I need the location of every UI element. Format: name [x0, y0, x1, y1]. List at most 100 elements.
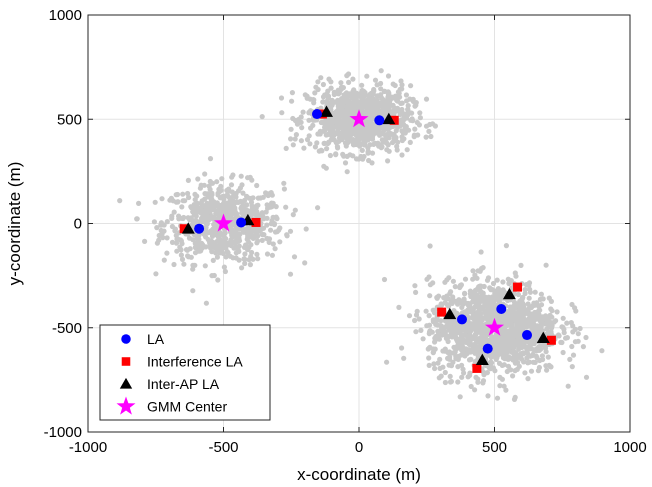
sample-point — [328, 117, 334, 123]
sample-point — [349, 123, 355, 129]
sample-point — [314, 140, 320, 146]
sample-point — [228, 242, 234, 249]
sample-point — [328, 85, 334, 91]
sample-point — [240, 190, 246, 196]
sample-point — [407, 96, 413, 102]
sample-point — [393, 108, 399, 114]
sample-point — [217, 241, 223, 247]
marker-la — [311, 109, 322, 120]
sample-point — [461, 298, 467, 304]
sample-point — [328, 104, 334, 111]
sample-point — [580, 344, 587, 350]
sample-point — [480, 378, 487, 384]
sample-point — [527, 286, 533, 293]
sample-point — [503, 343, 509, 350]
sample-point — [142, 238, 148, 244]
sample-point — [196, 236, 202, 242]
sample-point — [325, 95, 331, 101]
sample-point — [254, 251, 260, 257]
sample-point — [468, 383, 474, 390]
sample-point — [249, 249, 255, 256]
sample-point — [215, 234, 221, 240]
sample-point — [444, 293, 450, 299]
sample-point — [445, 334, 451, 341]
sample-point — [475, 376, 481, 382]
axis-ticks: -1000 -500 0 500 1000 -1000 -500 0 500 1000 — [44, 7, 647, 456]
sample-point — [200, 214, 207, 220]
sample-point — [412, 283, 418, 289]
sample-point — [317, 131, 323, 137]
marker-la — [236, 217, 247, 228]
sample-point — [372, 77, 379, 83]
sample-point — [270, 241, 276, 247]
sample-point — [599, 348, 605, 354]
sample-point — [253, 227, 259, 233]
sample-point — [235, 199, 241, 205]
sample-point — [393, 93, 399, 99]
sample-point — [414, 119, 420, 126]
sample-point — [569, 343, 575, 350]
sample-point — [391, 136, 397, 142]
sample-point — [197, 185, 203, 191]
sample-point — [218, 183, 224, 189]
sample-point — [173, 199, 179, 205]
sample-point — [560, 349, 566, 356]
sample-point — [486, 365, 492, 371]
sample-point — [371, 141, 377, 147]
sample-point — [404, 111, 410, 117]
marker-inter-ap-la — [502, 287, 516, 300]
sample-point — [398, 78, 404, 84]
sample-point — [154, 240, 160, 246]
sample-point — [164, 235, 170, 241]
sample-point — [221, 264, 227, 270]
sample-point — [434, 317, 440, 323]
sample-point — [261, 232, 267, 238]
sample-point — [508, 336, 514, 342]
sample-point — [515, 337, 521, 343]
sample-point — [494, 277, 500, 283]
sample-point — [327, 123, 333, 129]
sample-point — [215, 277, 221, 283]
marker-la — [482, 343, 493, 354]
sample-point — [487, 338, 494, 344]
sample-point — [193, 206, 199, 212]
sample-point — [538, 323, 544, 329]
sample-point — [347, 152, 353, 158]
sample-point — [498, 294, 504, 300]
sample-point — [224, 249, 230, 255]
legend: LA Interference LA Inter-AP LA GMM Center — [99, 324, 271, 421]
sample-point — [423, 134, 429, 140]
sample-point — [190, 288, 196, 294]
sample-point — [495, 352, 502, 358]
sample-point — [453, 330, 459, 336]
sample-point — [426, 362, 432, 368]
sample-point — [559, 339, 565, 346]
sample-point — [284, 233, 290, 239]
sample-point — [408, 83, 414, 89]
sample-point — [470, 348, 476, 354]
sample-point — [336, 91, 342, 97]
x-tick-label: -500 — [208, 439, 238, 456]
sample-point — [522, 287, 528, 293]
sample-point — [236, 243, 242, 249]
sample-point — [367, 99, 374, 105]
sample-point — [438, 373, 444, 379]
sample-point — [474, 292, 480, 298]
sample-point — [423, 96, 430, 102]
sample-point — [153, 271, 159, 277]
sample-point — [401, 355, 407, 361]
sample-point — [575, 338, 581, 344]
sample-point — [340, 85, 346, 91]
sample-point — [514, 303, 521, 309]
sample-point — [322, 140, 328, 146]
sample-point — [525, 360, 531, 366]
sample-point — [359, 147, 365, 153]
sample-point — [366, 93, 372, 99]
sample-point — [442, 346, 448, 352]
sample-point — [201, 182, 207, 188]
sample-point — [385, 73, 392, 79]
sample-point — [545, 354, 551, 360]
sample-point — [382, 102, 388, 109]
x-tick-label: -1000 — [69, 439, 107, 456]
